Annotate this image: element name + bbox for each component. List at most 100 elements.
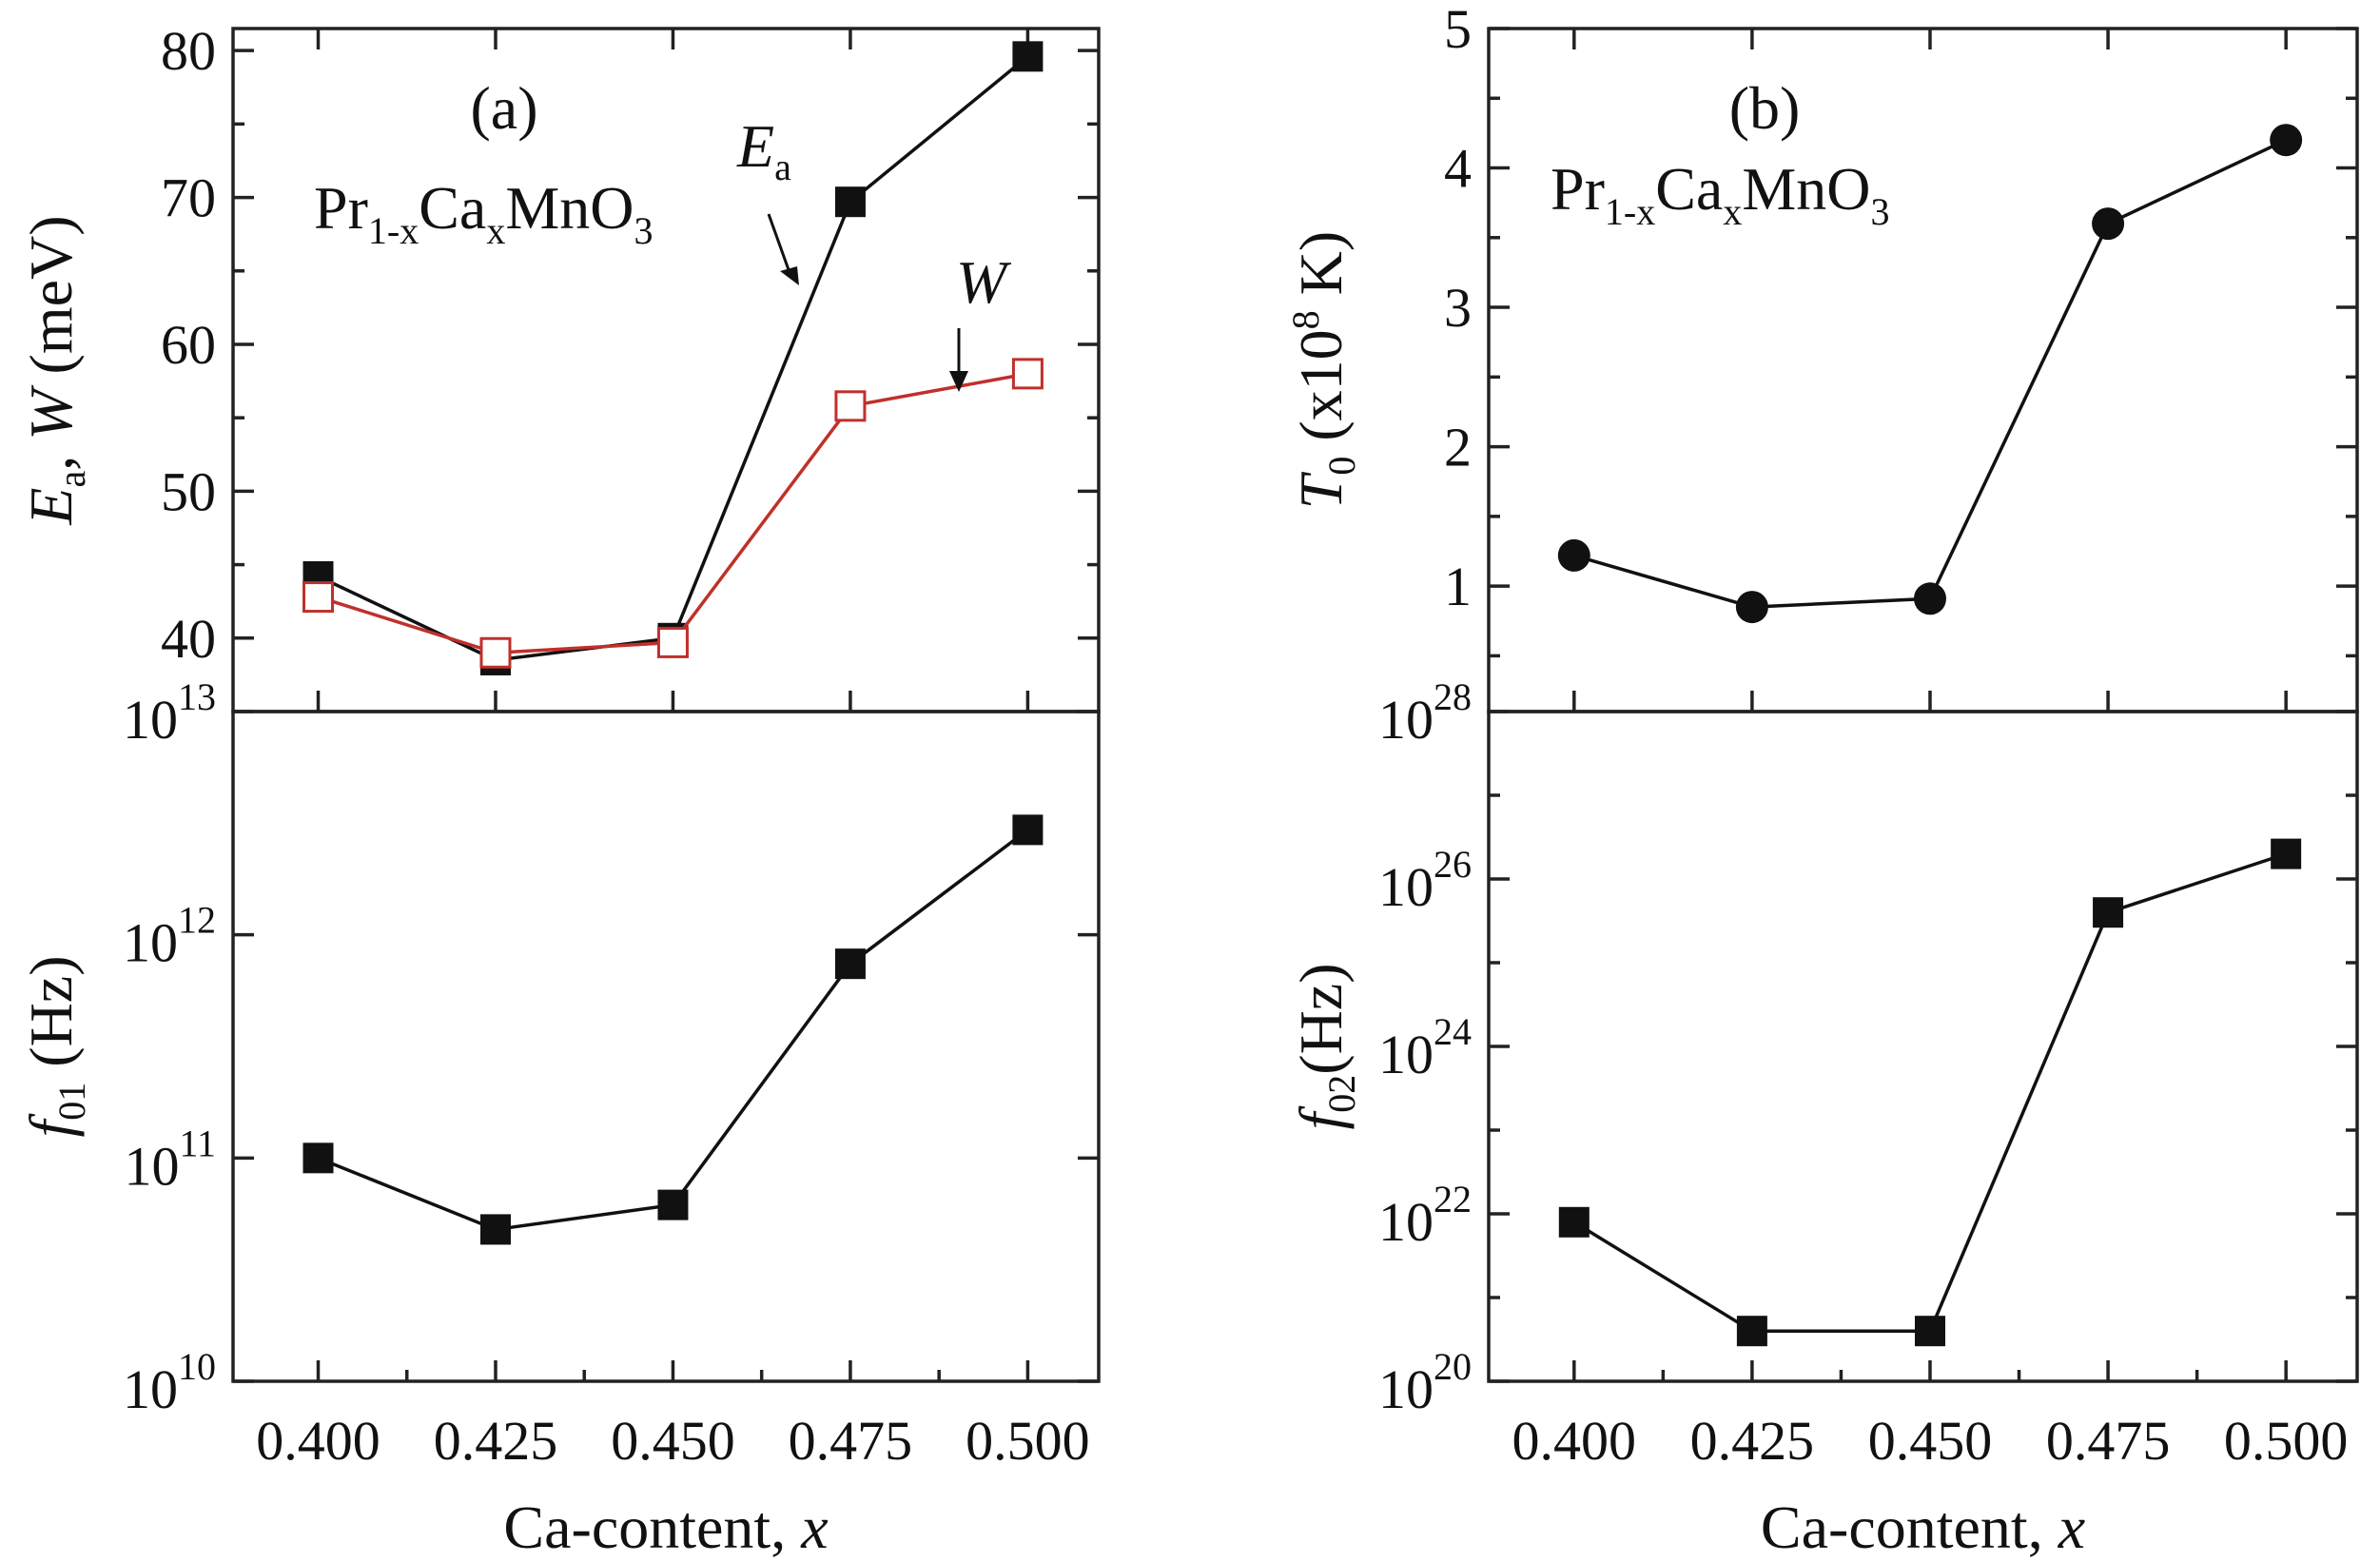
log-tick-label: 1010 — [123, 1345, 216, 1420]
formula-annotation: Pr1-xCaxMnO3 — [1551, 155, 1889, 233]
y-label-sub: 0 — [1320, 457, 1363, 476]
log-tick-base: 10 — [123, 912, 178, 974]
x-tick-label: 0.400 — [256, 1410, 380, 1472]
log-tick-label: 1024 — [1378, 1010, 1472, 1085]
panel-tag: (b) — [1729, 74, 1801, 142]
y-label-sup: 8 — [1284, 310, 1327, 329]
series-f02-line — [1572, 851, 2287, 1333]
y-label-unit2: K) — [1287, 231, 1355, 311]
log-tick-label: 1026 — [1378, 843, 1472, 918]
series-T0-point — [1557, 538, 1590, 572]
series-f01-point — [1012, 814, 1044, 846]
y-label-unit: (Hz) — [17, 955, 85, 1082]
log-tick-label: 1012 — [123, 899, 216, 974]
formula-part: Pr — [1551, 155, 1605, 223]
x-axis-label-var: x — [2058, 1494, 2085, 1561]
x-tick-label: 0.400 — [1512, 1410, 1637, 1472]
y-tick-label: 40 — [161, 608, 216, 670]
x-axis-label: Ca-content, x — [1761, 1494, 2085, 1561]
log-tick-label: 1020 — [1378, 1345, 1472, 1420]
y-label-sub: 02 — [1320, 1075, 1363, 1113]
log-tick-exponent: 13 — [178, 675, 216, 718]
arrow-Ea — [767, 213, 793, 279]
y-tick-label: 4 — [1444, 138, 1472, 200]
series-label-sub: a — [774, 146, 791, 188]
series-f02-point — [1914, 1316, 1945, 1347]
formula-part: Ca — [419, 174, 486, 242]
formula-sub: 3 — [634, 209, 653, 252]
arrow-Ea-head — [780, 266, 799, 285]
y-label-var2: W — [17, 384, 85, 440]
log-tick-base: 10 — [1378, 1191, 1434, 1253]
y-tick-label: 80 — [161, 20, 216, 82]
y-tick-label: 1 — [1444, 556, 1472, 617]
series-f02-point — [2271, 838, 2302, 869]
series-f02-point — [1736, 1316, 1767, 1347]
log-tick-base: 10 — [1378, 689, 1434, 751]
log-tick-base: 10 — [1378, 856, 1434, 918]
y-label-unit: (Hz) — [1287, 963, 1355, 1074]
y-tick-label: 50 — [161, 460, 216, 522]
x-axis-label-text: Ca-content, — [1761, 1494, 2058, 1561]
y-label-sub: a — [50, 471, 93, 488]
formula-part: Pr — [314, 174, 368, 242]
y-label-unit: (x10 — [1287, 329, 1355, 456]
series-E_a-point — [1012, 41, 1044, 72]
formula-part: Ca — [1655, 155, 1723, 223]
series-T0-point — [2270, 124, 2303, 157]
x-tick-label: 0.475 — [789, 1410, 913, 1472]
log-tick-label: 1011 — [124, 1122, 216, 1197]
y-label-var: T — [1287, 471, 1355, 509]
y-tick-label: 2 — [1444, 417, 1472, 478]
bottom-plot-frame — [231, 710, 1101, 1383]
formula-sub: 1-x — [1605, 190, 1655, 233]
x-tick-label: 0.500 — [2224, 1410, 2349, 1472]
series-T0-point — [1735, 591, 1768, 624]
x-axis-label-text: Ca-content, — [503, 1494, 801, 1561]
x-axis-label: Ca-content, x — [503, 1494, 828, 1561]
formula-sub: 1-x — [368, 209, 419, 252]
series-f01-point — [657, 1189, 689, 1220]
log-tick-exponent: 12 — [178, 899, 216, 942]
log-tick-label: 1028 — [1378, 675, 1472, 751]
series-E_a-line — [317, 54, 1029, 662]
log-tick-label: 1013 — [123, 675, 216, 751]
y-label-var: E — [17, 488, 85, 526]
x-tick-label: 0.425 — [434, 1410, 558, 1472]
top-y-axis-label: T0 (x108 K) — [1284, 231, 1363, 509]
series-W-point — [834, 390, 867, 422]
y-tick-label: 70 — [161, 167, 216, 229]
series-label-W: W — [956, 248, 1012, 316]
formula-sub: x — [486, 209, 505, 252]
bottom-plot-frame — [1487, 710, 2359, 1383]
series-W-line — [317, 372, 1028, 655]
y-tick-label: 60 — [161, 314, 216, 376]
log-tick-exponent: 20 — [1434, 1345, 1472, 1388]
series-W-point — [656, 626, 689, 658]
log-tick-base: 10 — [1378, 1358, 1434, 1420]
y-tick-label: 3 — [1444, 277, 1472, 339]
y-tick-label: 5 — [1444, 0, 1472, 60]
series-label-Ea: Ea — [736, 112, 791, 188]
panel-a: 0.400 0.425 0.450 0.475 0.500 Ca-content, x 40… — [17, 20, 1101, 1561]
x-tick-label: 0.425 — [1690, 1410, 1815, 1472]
series-W-point — [302, 581, 335, 614]
series-T0-point — [1913, 582, 1946, 615]
series-W-point — [1011, 358, 1044, 390]
series-f02-point — [2093, 897, 2124, 928]
top-y-axis-label: Ea, W (meV) — [17, 215, 93, 525]
series-T0-point — [2092, 207, 2125, 241]
series-E_a-point — [834, 186, 866, 218]
log-tick-exponent: 26 — [1434, 843, 1472, 886]
log-tick-exponent: 11 — [179, 1122, 216, 1164]
bottom-y-axis-label: f01 (Hz) — [17, 955, 93, 1137]
log-tick-exponent: 24 — [1434, 1010, 1472, 1053]
log-tick-base: 10 — [123, 689, 178, 751]
series-f02-point — [1558, 1206, 1590, 1238]
formula-annotation: Pr1-xCaxMnO3 — [314, 174, 653, 252]
formula-sub: x — [1723, 190, 1742, 233]
series-f01-point — [479, 1214, 511, 1245]
log-tick-base: 10 — [124, 1135, 179, 1197]
log-tick-exponent: 22 — [1434, 1178, 1472, 1220]
